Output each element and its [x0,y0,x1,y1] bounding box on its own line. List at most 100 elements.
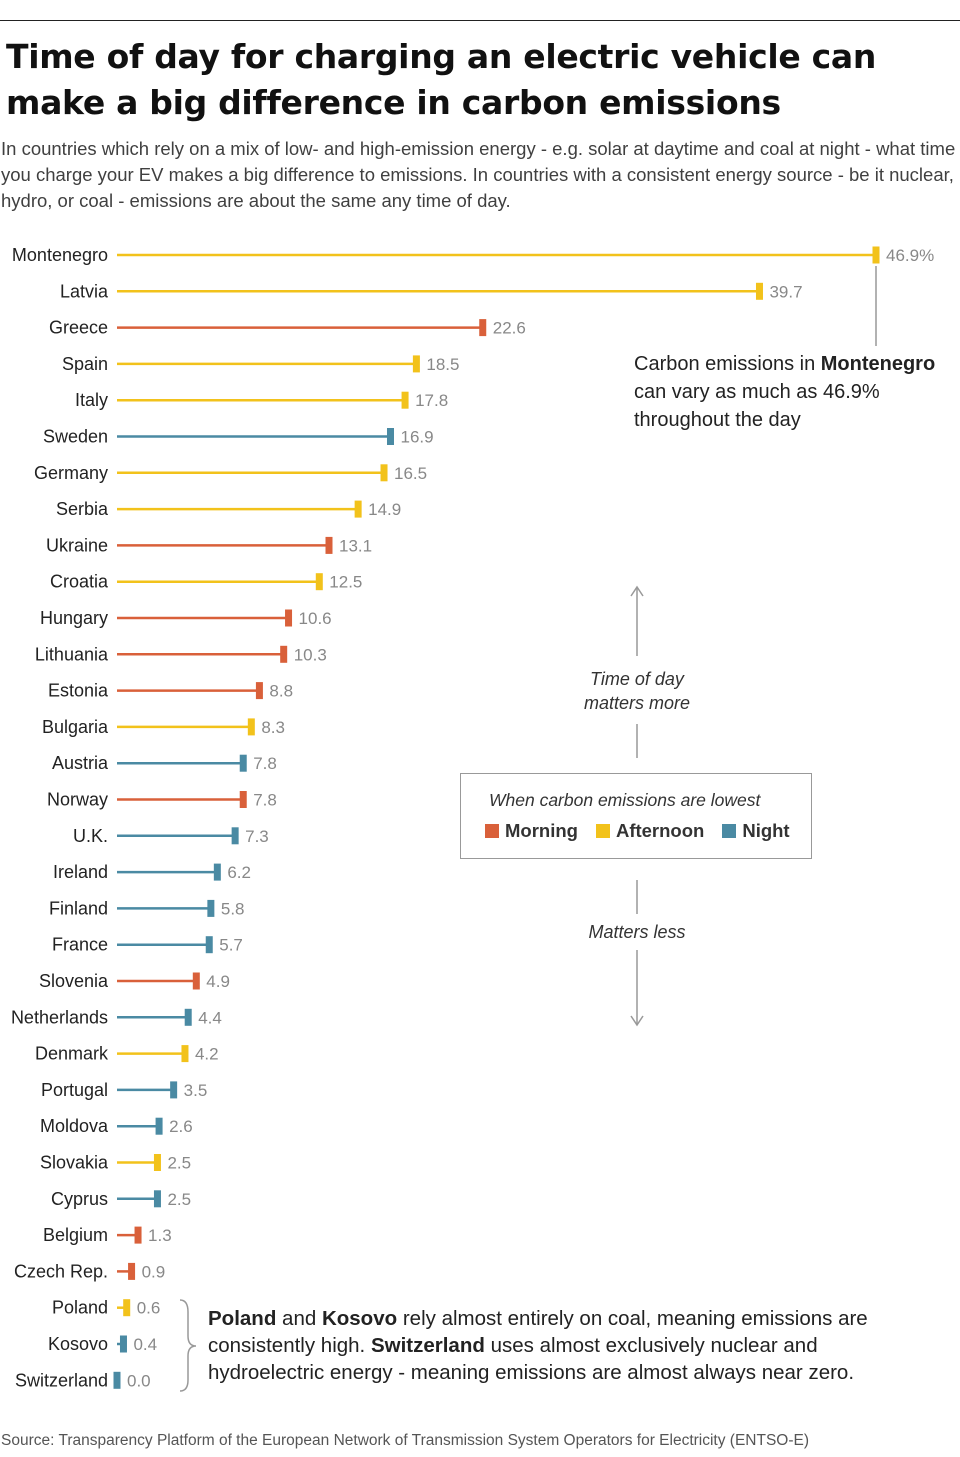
country-label-switzerland: Switzerland [15,1370,108,1390]
value-label-ireland: 6.2 [227,863,251,882]
country-label-austria: Austria [52,753,109,773]
bar-end-u-k [231,827,239,845]
value-label-moldova: 2.6 [169,1117,193,1136]
country-label-lithuania: Lithuania [35,644,109,664]
country-label-belgium: Belgium [43,1225,108,1245]
bar-end-lithuania [280,645,288,663]
value-label-lithuania: 10.3 [294,645,327,664]
chart-title: Time of day for charging an electric veh… [6,37,877,122]
bar-end-czech-rep [128,1262,136,1280]
country-label-portugal: Portugal [41,1080,108,1100]
arrow-up [630,585,644,758]
source-note: Source: Transparency Platform of the Eur… [1,1432,810,1449]
value-label-hungary: 10.6 [299,609,332,628]
value-label-denmark: 4.2 [195,1045,219,1064]
country-label-kosovo: Kosovo [48,1334,108,1354]
value-label-czech-rep: 0.9 [142,1262,166,1281]
bar-end-slovenia [192,972,200,990]
bar-end-kosovo [119,1335,127,1353]
bracket [179,1299,197,1392]
bar-end-portugal [170,1081,178,1099]
country-label-montenegro: Montenegro [12,245,108,265]
country-label-croatia: Croatia [50,572,109,592]
country-label-ukraine: Ukraine [46,535,108,555]
value-label-switzerland: 0.0 [127,1371,151,1390]
value-label-u-k: 7.3 [245,827,269,846]
value-label-italy: 17.8 [415,391,448,410]
value-label-slovenia: 4.9 [206,972,230,991]
bar-end-spain [412,355,420,373]
legend-swatch-night [722,824,737,838]
legend-item-night: Night [722,820,790,842]
country-label-u-k: U.K. [73,826,108,846]
bar-end-sweden [386,428,394,445]
bar-end-croatia [315,573,323,591]
value-label-slovakia: 2.5 [167,1154,191,1173]
country-label-moldova: Moldova [40,1116,109,1136]
bar-end-ireland [213,863,221,881]
country-label-slovakia: Slovakia [40,1153,109,1173]
legend-item-morning: Morning [485,820,578,842]
bar-end-hungary [285,609,293,627]
legend-swatch-morning [485,824,499,838]
country-label-france: France [52,935,108,955]
value-label-germany: 16.5 [394,464,427,483]
value-label-cyprus: 2.5 [167,1190,191,1209]
value-label-netherlands: 4.4 [198,1008,222,1027]
legend: When carbon emissions are lowest Morning… [460,773,812,859]
montenegro-annotation: Carbon emissions in Montenegro can vary … [634,353,936,431]
country-label-czech-rep: Czech Rep. [14,1261,108,1281]
country-label-latvia: Latvia [60,281,109,301]
bar-end-poland [123,1299,131,1317]
bar-end-france [205,936,213,954]
bottom-annotation: Poland and Kosovo rely almost entirely o… [208,1307,868,1384]
bar-end-greece [479,319,487,337]
country-label-serbia: Serbia [56,499,109,519]
country-label-poland: Poland [52,1298,108,1318]
bar-end-slovakia [153,1154,161,1171]
legend-title: When carbon emissions are lowest [489,790,761,810]
country-label-ireland: Ireland [53,862,108,882]
bar-end-montenegro [872,246,880,264]
value-label-poland: 0.6 [137,1299,161,1318]
matters-less: Matters less [588,922,686,942]
country-label-bulgaria: Bulgaria [42,717,109,737]
value-label-estonia: 8.8 [269,682,293,701]
bar-end-germany [380,464,388,482]
bar-end-latvia [755,282,763,300]
bar-end-finland [207,899,215,917]
top-rule [0,20,960,21]
country-label-netherlands: Netherlands [11,1007,108,1027]
bar-end-moldova [155,1117,163,1135]
bar-end-bulgaria [247,718,255,736]
bars-group: Montenegro 46.9% Latvia 39.7 Greece 22.6 Spain… [11,245,934,1390]
country-label-hungary: Hungary [40,608,108,628]
bar-end-italy [401,391,409,409]
value-label-latvia: 39.7 [769,282,802,301]
country-label-spain: Spain [62,354,108,374]
bar-end-serbia [354,500,362,518]
arrow-down [630,880,644,1027]
value-label-belgium: 1.3 [148,1226,172,1245]
value-label-ukraine: 13.1 [339,536,372,555]
country-label-italy: Italy [75,390,108,410]
value-label-finland: 5.8 [221,899,245,918]
bar-end-austria [239,754,247,772]
legend-swatch-afternoon [595,824,610,838]
value-label-kosovo: 0.4 [133,1335,157,1354]
value-label-serbia: 14.9 [368,500,401,519]
country-label-denmark: Denmark [35,1044,109,1064]
country-label-finland: Finland [49,898,108,918]
country-label-norway: Norway [47,790,108,810]
legend-item-afternoon: Afternoon [595,820,704,842]
value-label-montenegro: 46.9% [886,246,934,265]
country-label-sweden: Sweden [43,427,108,447]
value-label-sweden: 16.9 [400,428,433,447]
bar-end-estonia [255,682,263,700]
bar-end-belgium [134,1226,142,1244]
country-label-greece: Greece [49,318,108,338]
country-label-cyprus: Cyprus [51,1189,108,1209]
country-label-slovenia: Slovenia [39,971,109,991]
value-label-bulgaria: 8.3 [261,718,285,737]
